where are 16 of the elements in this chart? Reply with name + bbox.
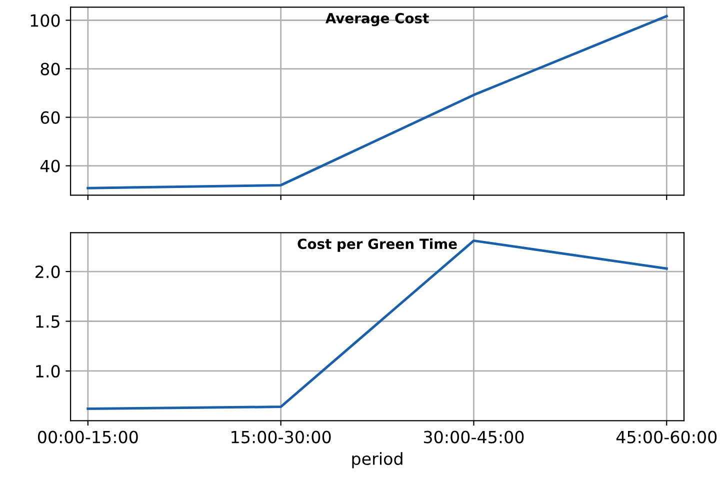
x-tick-label: 30:00-45:00 [424,430,524,444]
line-series [86,239,668,410]
y-tick-label: 80 [40,62,60,76]
chart-title: Average Cost [325,12,429,26]
y-tick-label: 40 [40,160,60,172]
line-series [86,14,668,190]
y-tick-label: 60 [40,111,60,124]
chart-title: Cost per Green Time [298,238,457,252]
y-tick-label: 2.0 [36,265,60,278]
y-tick-label: 1.0 [36,364,60,378]
x-tick-label: 45:00-60:00 [616,430,717,444]
x-tick-label: 15:00-30:00 [232,430,331,444]
x-tick-label: 00:00-15:00 [38,430,138,444]
y-tick-label: 1.5 [36,315,60,328]
y-tick-label: 100 [30,14,60,27]
x-axis-title: period [352,452,402,468]
